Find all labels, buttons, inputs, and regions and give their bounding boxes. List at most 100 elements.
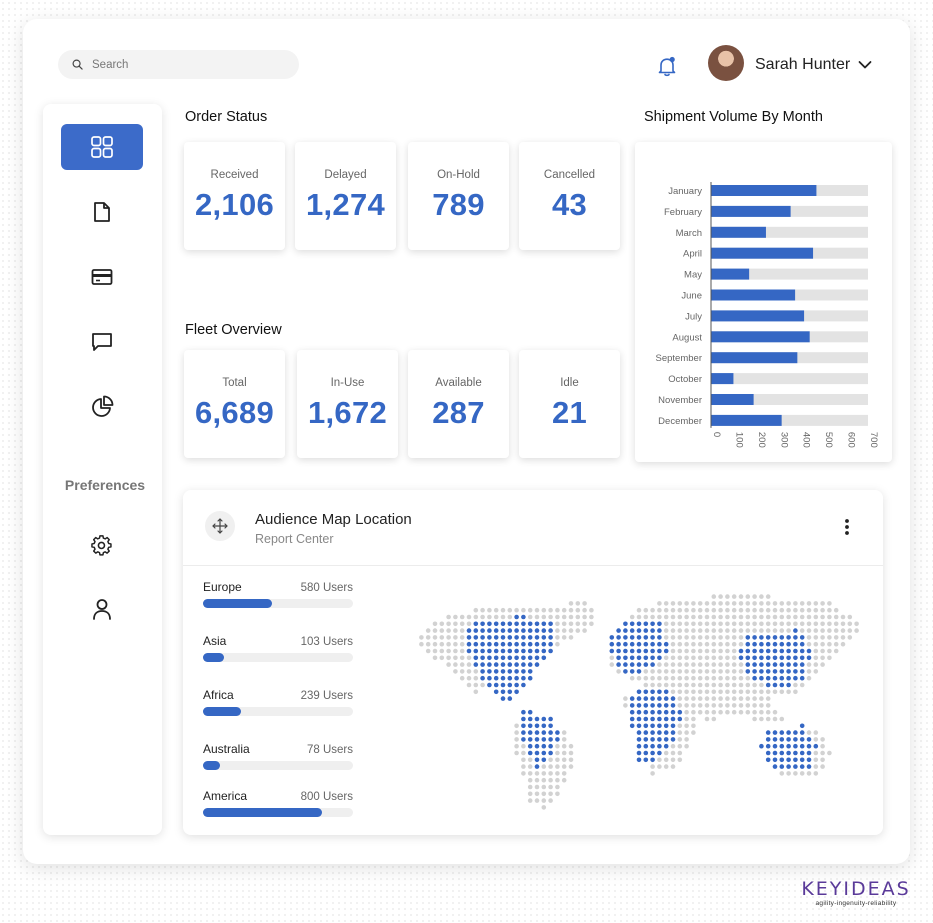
map-dot <box>738 607 744 613</box>
map-dot <box>847 628 853 633</box>
map-dot <box>521 737 526 742</box>
bar-february[interactable] <box>711 205 791 217</box>
bar-may[interactable] <box>711 268 750 280</box>
map-dot <box>779 743 785 749</box>
map-dot <box>650 635 655 640</box>
map-dot <box>636 750 642 756</box>
bar-november[interactable] <box>711 394 754 405</box>
map-dot <box>555 743 560 749</box>
bar-track <box>711 226 868 238</box>
map-dot <box>480 682 485 688</box>
map-dot <box>772 614 778 620</box>
map-dot <box>786 737 791 742</box>
map-dot <box>514 669 519 674</box>
map-dot <box>752 601 757 606</box>
map-dot <box>541 730 547 735</box>
map-dot <box>752 669 757 674</box>
map-dot <box>677 621 683 627</box>
map-dot <box>772 648 778 654</box>
map-dot <box>772 689 778 695</box>
map-dot <box>507 696 513 701</box>
map-dot <box>711 621 717 627</box>
map-dot <box>759 601 764 606</box>
map-dot <box>636 641 642 647</box>
map-dot <box>738 709 744 715</box>
chevron-down-icon[interactable] <box>858 60 872 70</box>
map-dot <box>752 607 757 613</box>
map-dot <box>759 607 764 613</box>
order_status-card-delayed[interactable]: Delayed 1,274 <box>295 142 396 250</box>
bar-march[interactable] <box>711 226 766 238</box>
sidebar-item-documents[interactable] <box>61 189 143 235</box>
map-dot <box>704 614 710 620</box>
map-dot <box>684 723 689 729</box>
bar-june[interactable] <box>711 289 796 301</box>
bar-september[interactable] <box>711 352 798 364</box>
order_status-card-on-hold[interactable]: On-Hold 789 <box>408 142 509 250</box>
map-dot <box>500 614 506 620</box>
map-dot <box>493 621 499 627</box>
more-vertical-icon[interactable] <box>843 518 851 536</box>
map-dot <box>555 791 560 797</box>
map-dot <box>663 614 669 620</box>
map-dot <box>820 662 825 667</box>
map-dot <box>521 669 526 674</box>
map-dot <box>772 716 778 722</box>
fleet-card-total[interactable]: Total 6,689 <box>184 350 285 458</box>
fleet-card-available[interactable]: Available 287 <box>408 350 509 458</box>
sidebar-item-analytics[interactable] <box>61 384 143 430</box>
sidebar-item-profile[interactable] <box>61 586 143 632</box>
map-dot <box>786 635 791 640</box>
stat-label: Delayed <box>324 169 367 181</box>
avatar[interactable] <box>708 45 744 81</box>
map-dot <box>718 703 723 708</box>
map-dot <box>609 655 615 661</box>
map-dot <box>643 635 649 640</box>
map-dot <box>466 641 472 647</box>
map-dot <box>650 641 655 647</box>
map-dot <box>711 601 717 606</box>
map-dot <box>527 614 533 620</box>
move-button[interactable] <box>205 511 235 541</box>
map-dot <box>636 696 642 701</box>
document-icon <box>94 202 110 222</box>
order_status-card-received[interactable]: Received 2,106 <box>184 142 285 250</box>
map-dot <box>527 750 533 756</box>
map-dot <box>765 743 771 749</box>
map-dot <box>786 764 791 769</box>
bar-august[interactable] <box>711 331 810 343</box>
user-name[interactable]: Sarah Hunter <box>755 56 851 73</box>
sidebar-item-dashboard[interactable] <box>61 124 143 170</box>
search-input[interactable] <box>92 58 272 71</box>
bar-july[interactable] <box>711 310 805 322</box>
fleet-card-in-use[interactable]: In-Use 1,672 <box>297 350 398 458</box>
bar-april[interactable] <box>711 247 814 259</box>
map-dot <box>541 716 547 722</box>
map-dot <box>752 635 757 640</box>
bar-december[interactable] <box>711 414 782 426</box>
y-tick-label: September <box>656 353 702 364</box>
map-dot <box>629 614 635 620</box>
map-dot <box>806 750 812 756</box>
map-dot <box>473 662 479 667</box>
bell-icon[interactable] <box>655 54 679 78</box>
map-dot <box>670 655 676 661</box>
gear-icon <box>91 535 112 556</box>
divider <box>183 565 883 566</box>
bar-october[interactable] <box>711 373 734 385</box>
search-bar[interactable] <box>58 50 299 79</box>
bar-track <box>711 414 868 426</box>
map-dot <box>731 635 737 640</box>
shipment-volume-chart: January February March April May June July Augu… <box>656 182 879 448</box>
sidebar-item-messages[interactable] <box>61 319 143 365</box>
stat-label: On-Hold <box>437 169 480 181</box>
map-dot <box>820 737 825 742</box>
fleet-card-idle[interactable]: Idle 21 <box>519 350 620 458</box>
map-dot <box>670 601 676 606</box>
sidebar-item-settings[interactable] <box>61 523 143 569</box>
sidebar-item-payments[interactable] <box>61 254 143 300</box>
map-dot <box>507 621 513 627</box>
bar-january[interactable] <box>711 185 817 196</box>
map-dot <box>623 696 628 701</box>
order_status-card-cancelled[interactable]: Cancelled 43 <box>519 142 620 250</box>
